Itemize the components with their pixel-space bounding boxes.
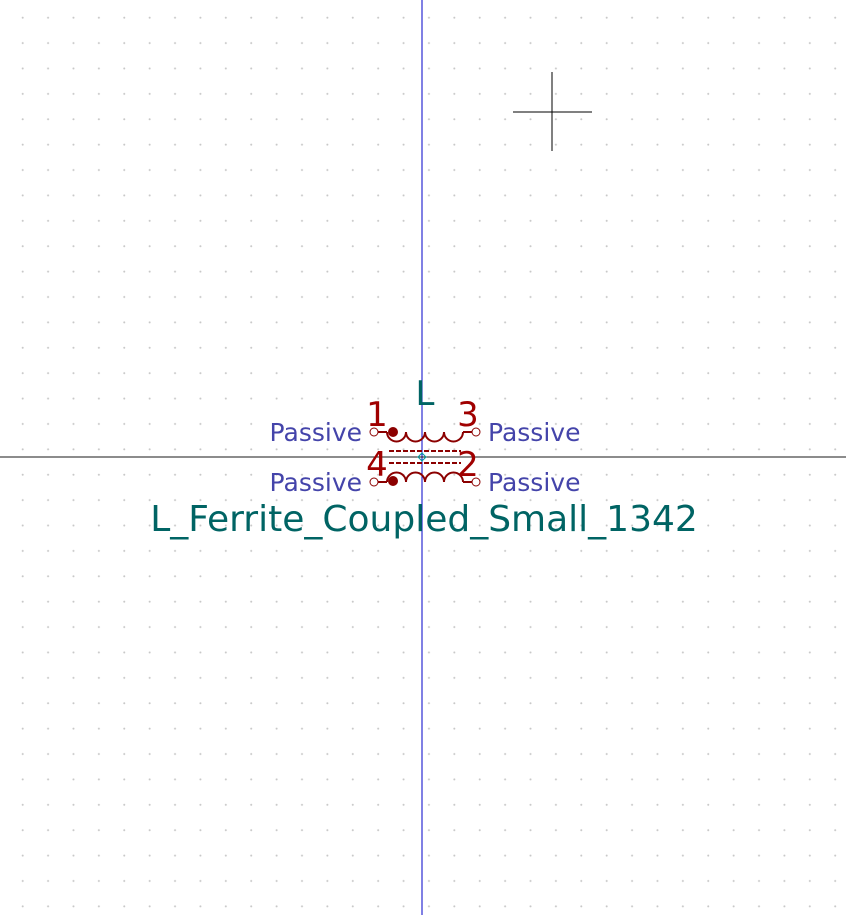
- top-winding: [386, 431, 464, 443]
- pin-1-endpoint[interactable]: [369, 427, 379, 437]
- pin-3-endpoint[interactable]: [471, 427, 481, 437]
- value-field[interactable]: L_Ferrite_Coupled_Small_1342: [150, 499, 698, 540]
- symbol-body[interactable]: [378, 427, 472, 486]
- pin-4-endpoint[interactable]: [369, 477, 379, 487]
- pin-3-number[interactable]: 3: [457, 395, 479, 435]
- pin-4-type: Passive: [270, 468, 362, 497]
- crosshair-cursor-icon: [513, 72, 592, 151]
- pin-2-number[interactable]: 2: [457, 445, 479, 485]
- reference-field[interactable]: L: [416, 374, 435, 414]
- anchor-marker-icon: [417, 452, 427, 462]
- pin-2-endpoint[interactable]: [471, 477, 481, 487]
- polarity-dot-bottom: [388, 476, 398, 486]
- pin-1-number[interactable]: 1: [366, 395, 388, 435]
- pin-1-type: Passive: [270, 418, 362, 447]
- pin-3-type: Passive: [488, 418, 580, 447]
- pin-2-type: Passive: [488, 468, 580, 497]
- pin-4-number[interactable]: 4: [366, 445, 388, 485]
- polarity-dot-top: [388, 427, 398, 437]
- bottom-winding: [386, 471, 464, 483]
